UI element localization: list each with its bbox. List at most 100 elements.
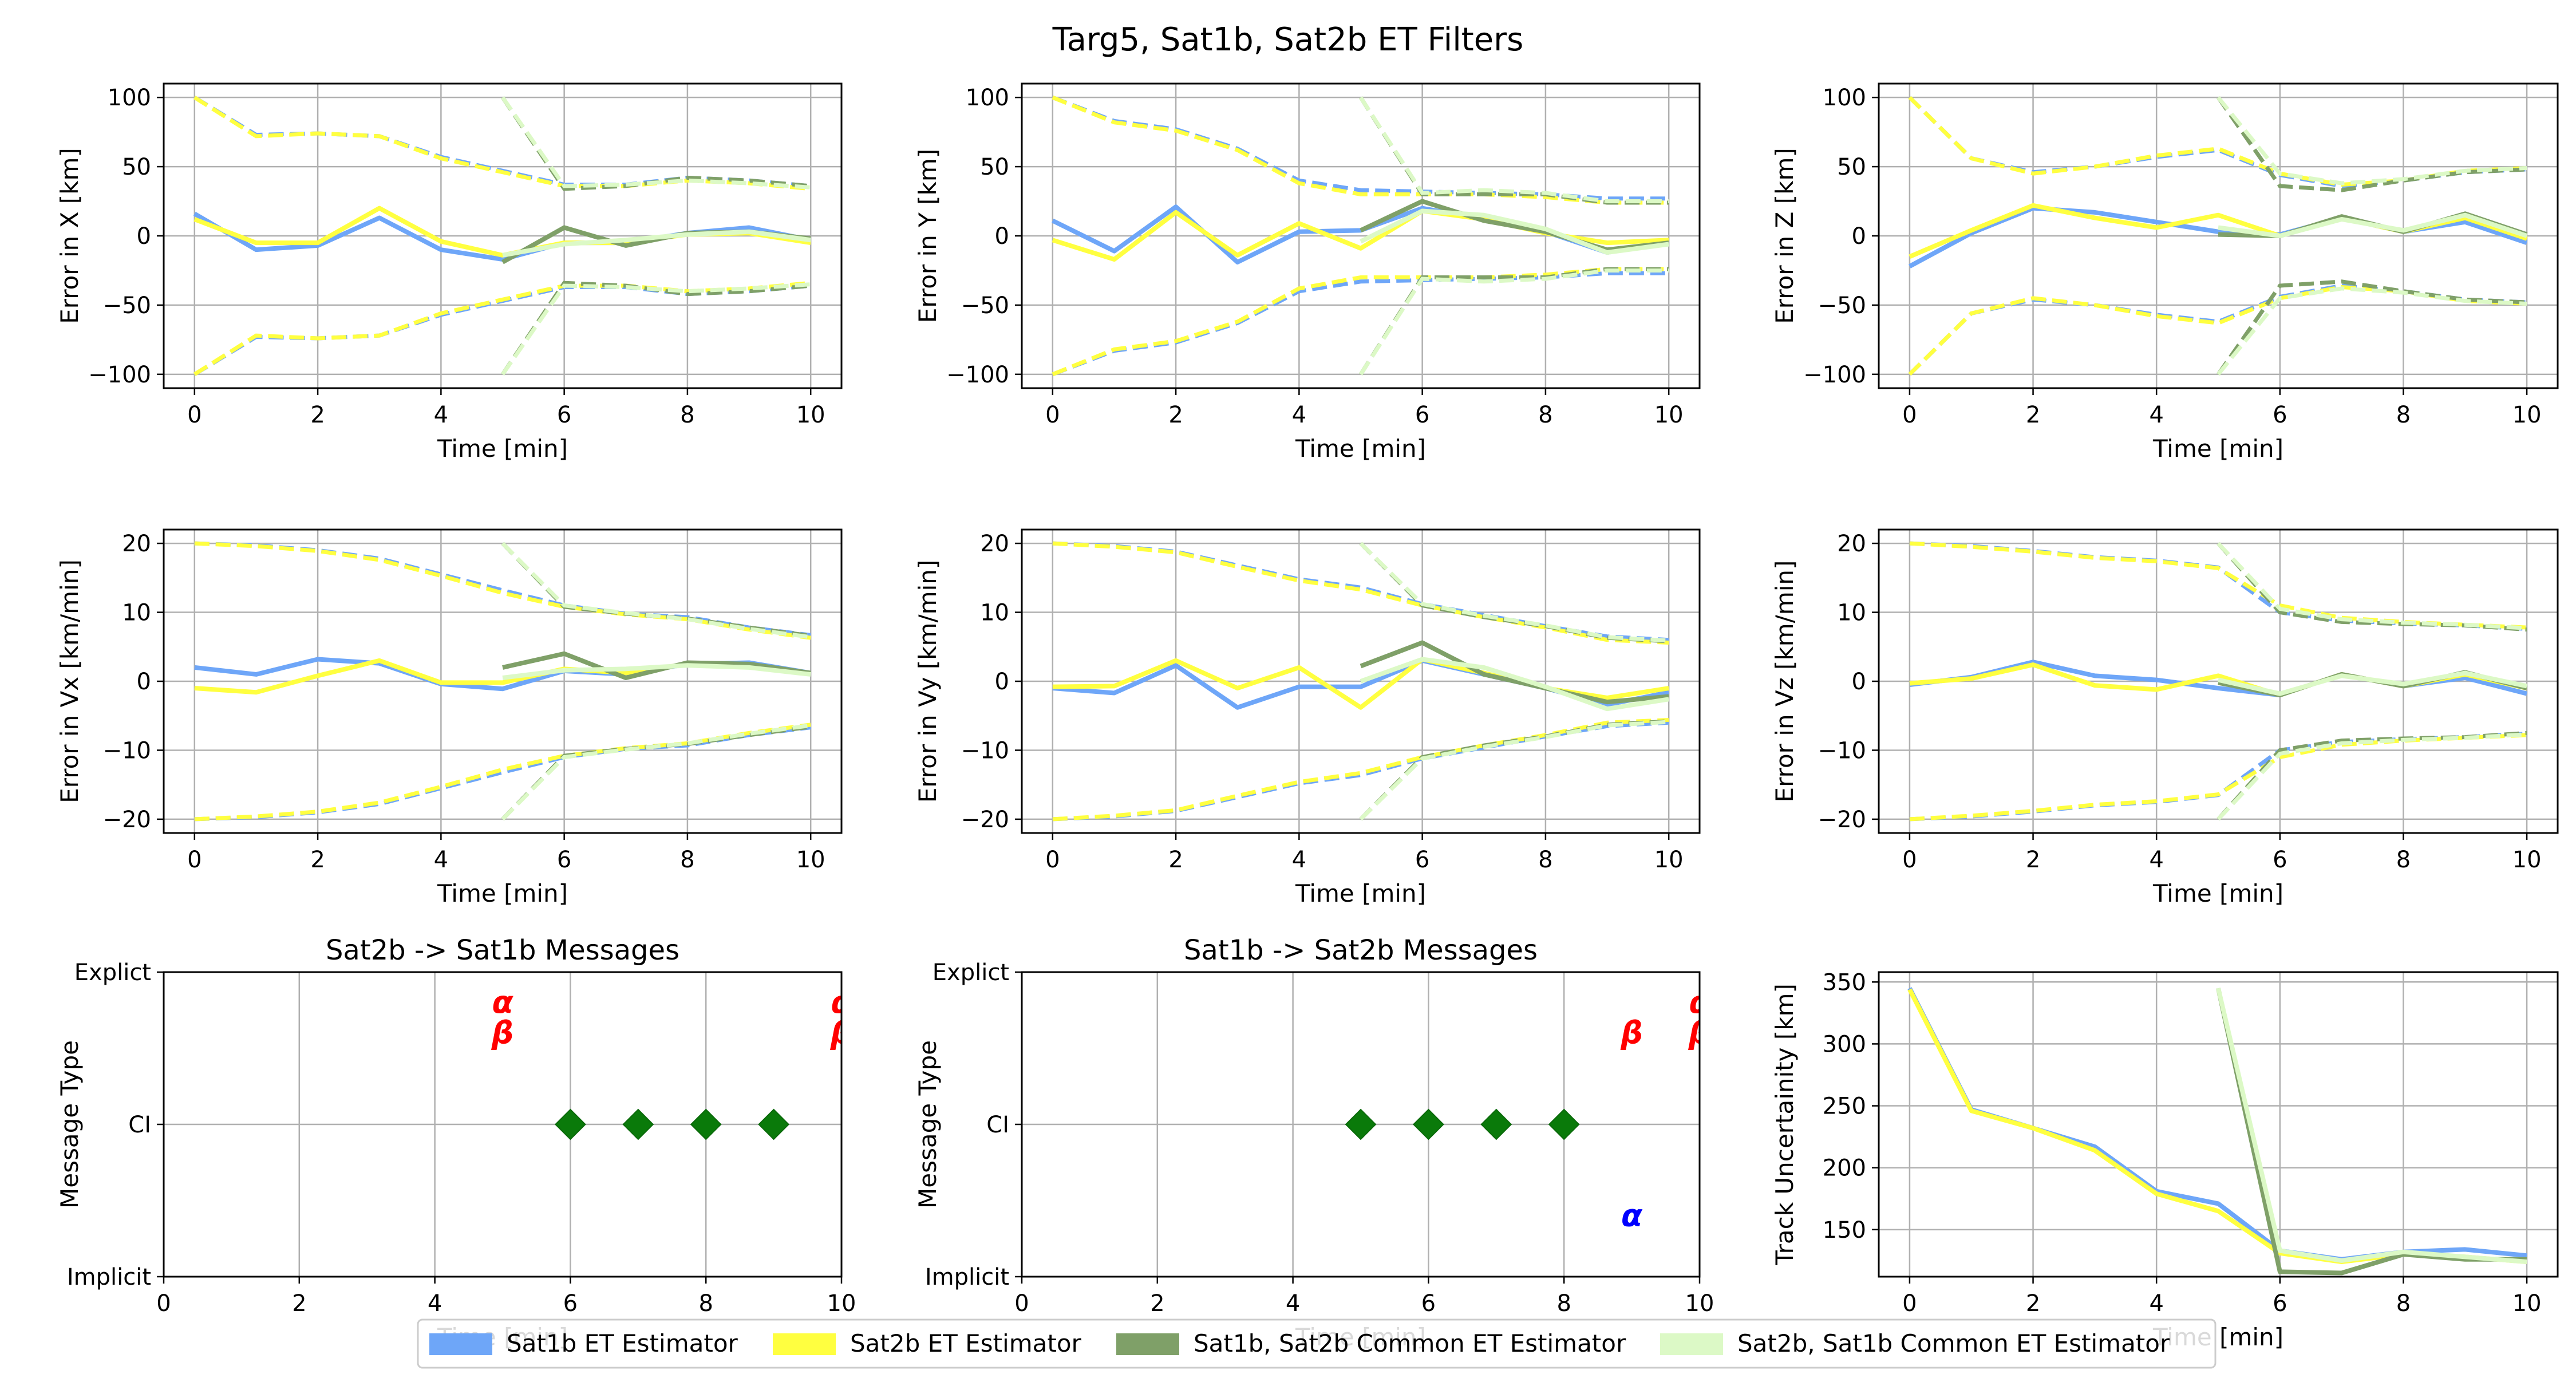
x-tick-label: 10: [1654, 402, 1684, 428]
series-line: [1907, 988, 2527, 1265]
x-tick-label: 2: [1168, 847, 1183, 873]
upper-bound-line: [1052, 541, 1669, 642]
x-axis-label: Time [min]: [1295, 879, 1426, 907]
y-tick-label: 0: [995, 669, 1009, 695]
x-tick-label: 8: [698, 1290, 713, 1317]
ci-message-marker: [1345, 1108, 1377, 1140]
subplot-title: Sat2b -> Sat1b Messages: [326, 934, 679, 966]
upper-bound-line: [1359, 96, 1669, 205]
x-tick-label: 0: [1045, 402, 1060, 428]
legend-item: Sat1b ET Estimator: [429, 1329, 738, 1357]
x-tick-label: 6: [557, 402, 571, 428]
y-tick-label: −50: [1818, 293, 1866, 319]
message-symbol: β: [1688, 1014, 1711, 1051]
series-line: [502, 651, 811, 680]
upper-bound-line: [501, 96, 811, 189]
y-tick-label: 300: [1823, 1031, 1866, 1057]
y-tick-label: −20: [961, 807, 1009, 833]
ci-message-marker: [622, 1108, 654, 1140]
x-tick-label: 10: [1654, 847, 1684, 873]
lower-bound-line: [1908, 285, 2527, 376]
y-tick-label: 0: [995, 223, 1009, 250]
y-tick-label: 0: [137, 223, 151, 250]
lower-bound-line: [2217, 731, 2527, 821]
lower-bound-line: [501, 281, 811, 376]
upper-bound-line: [1052, 541, 1669, 645]
y-axis-label: Error in Vz [km/min]: [1771, 560, 1799, 803]
upper-bound-line: [2217, 542, 2527, 630]
x-tick-label: 2: [2026, 402, 2040, 428]
lower-bound-line: [1052, 720, 1669, 822]
upper-bound-line: [1359, 542, 1669, 643]
message-symbol: β: [1620, 1014, 1643, 1051]
plot-area: [1052, 541, 1669, 822]
y-tick-label: 350: [1823, 969, 1866, 996]
lower-bound-line: [193, 281, 811, 376]
y-tick-label: 20: [122, 531, 151, 557]
y-axis-label: Error in Y [km]: [914, 149, 942, 323]
upper-bound-line: [1909, 541, 2527, 631]
x-tick-label: 10: [2512, 847, 2542, 873]
lower-bound-line: [2217, 732, 2527, 821]
x-tick-label: 2: [2026, 1290, 2040, 1317]
axes-frame: [163, 82, 843, 389]
y-tick-label: −50: [103, 293, 151, 319]
y-axis-label: Message Type: [914, 1040, 942, 1209]
axes-frame: [163, 971, 843, 1278]
x-axis-label: Time [min]: [1295, 435, 1426, 463]
x-tick-label: 8: [2396, 402, 2411, 428]
upper-bound-line: [501, 542, 811, 639]
series-line: [2218, 670, 2527, 696]
y-tick-label: −100: [946, 362, 1009, 388]
y-axis-label: Error in Z [km]: [1771, 148, 1799, 324]
x-tick-label: 6: [1415, 402, 1429, 428]
x-tick-label: 0: [1045, 847, 1060, 873]
axes-frame: [1021, 82, 1701, 389]
upper-bound-line: [1359, 542, 1669, 643]
series-line: [1360, 640, 1669, 705]
y-axis-label: Error in Vy [km/min]: [914, 560, 942, 803]
x-tick-label: 8: [680, 847, 694, 873]
y-tick-label: 250: [1823, 1093, 1866, 1120]
x-tick-label: 2: [1150, 1290, 1164, 1317]
upper-bound-line: [501, 96, 811, 191]
axes-frame: [1878, 528, 2559, 834]
x-tick-label: 8: [1556, 1290, 1571, 1317]
x-tick-label: 0: [187, 847, 202, 873]
x-tick-label: 2: [2026, 847, 2040, 873]
legend-swatch: [773, 1333, 836, 1355]
legend-frame: [417, 1318, 2217, 1369]
y-tick-label: 10: [122, 600, 151, 626]
plot-area: [1908, 96, 2528, 376]
series-line: [502, 663, 811, 680]
axes-frame: [1878, 971, 2559, 1278]
legend-item: Sat1b, Sat2b Common ET Estimator: [1116, 1329, 1626, 1357]
series-line: [1907, 987, 2527, 1262]
x-tick-label: 8: [1538, 847, 1552, 873]
ci-message-marker: [758, 1108, 790, 1140]
lower-bound-line: [1359, 267, 1669, 376]
y-tick-label: 100: [966, 85, 1009, 111]
x-tick-label: 0: [1902, 1290, 1917, 1317]
y-tick-label: 50: [980, 154, 1009, 180]
y-tick-label: 100: [108, 85, 151, 111]
plot-area: [194, 541, 811, 822]
plot-area: [1909, 541, 2528, 822]
y-tick-label: −100: [1803, 362, 1866, 388]
y-axis-label: Error in Vx [km/min]: [56, 559, 84, 803]
x-tick-label: 8: [1538, 402, 1552, 428]
axes-frame: [1878, 82, 2559, 389]
message-symbol: α: [1689, 984, 1710, 1020]
lower-bound-line: [501, 723, 811, 821]
lower-bound-line: [1052, 717, 1669, 822]
subplot-7: 0246810ImplicitCIExplictTime [min]Messag…: [56, 934, 856, 1351]
upper-bound-line: [1052, 95, 1669, 201]
message-symbol: α: [492, 984, 513, 1020]
axes-frame: [1021, 971, 1701, 1278]
y-tick-label: Explict: [74, 960, 151, 986]
y-axis-label: Error in X [km]: [56, 148, 84, 324]
legend-swatch: [1660, 1333, 1723, 1355]
x-tick-label: 10: [827, 1290, 856, 1317]
series-line: [502, 229, 811, 258]
